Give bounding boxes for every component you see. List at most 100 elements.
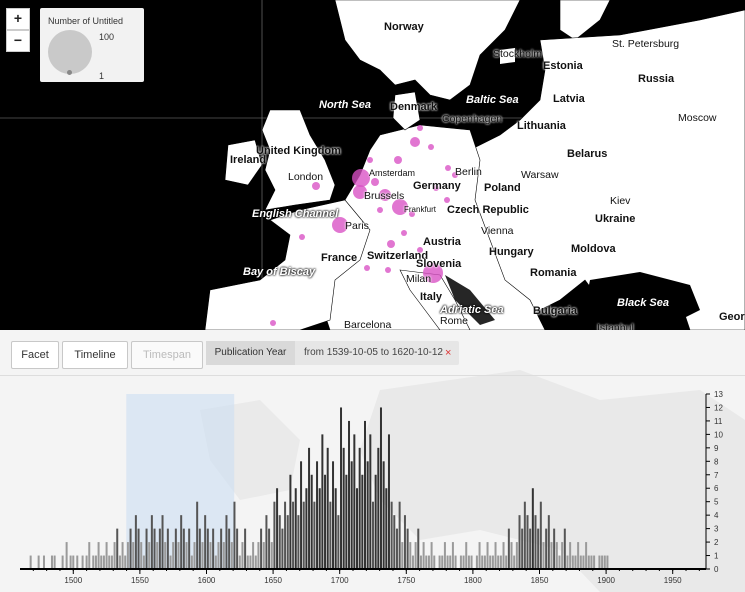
timeline-bar[interactable] — [105, 542, 108, 569]
timeline-bar[interactable] — [542, 542, 545, 569]
timeline-bar[interactable] — [222, 542, 225, 569]
timeline-bar[interactable] — [569, 542, 572, 569]
timeline-bar[interactable] — [281, 528, 284, 569]
timeline-bar[interactable] — [379, 407, 382, 569]
timeline-bar[interactable] — [209, 542, 212, 569]
timeline-bar[interactable] — [273, 501, 276, 569]
timeline-bar[interactable] — [387, 434, 390, 569]
timeline-bar[interactable] — [403, 515, 406, 569]
timeline-bar[interactable] — [433, 555, 436, 569]
map-bubble[interactable] — [433, 185, 439, 191]
timeline-bar[interactable] — [371, 501, 374, 569]
timeline-bar[interactable] — [438, 555, 441, 569]
timeline-bar[interactable] — [116, 528, 119, 569]
timeline-bar[interactable] — [478, 542, 481, 569]
timeline-bar[interactable] — [523, 501, 526, 569]
timeline-bar[interactable] — [121, 542, 124, 569]
timeline-bar[interactable] — [286, 515, 289, 569]
timeline-bar[interactable] — [545, 528, 548, 569]
map-bubble[interactable] — [401, 230, 407, 236]
map-bubble[interactable] — [299, 234, 305, 240]
timeline-bar[interactable] — [369, 434, 372, 569]
timeline-bar[interactable] — [185, 542, 188, 569]
timeline-bar[interactable] — [177, 542, 180, 569]
map-bubble[interactable] — [445, 165, 451, 171]
timeline-bar[interactable] — [497, 555, 500, 569]
timeline-bar[interactable] — [502, 542, 505, 569]
timeline-bar[interactable] — [454, 555, 457, 569]
timeline-bar[interactable] — [217, 542, 220, 569]
timeline-bar[interactable] — [350, 461, 353, 569]
timeline-bar[interactable] — [220, 528, 223, 569]
map-bubble[interactable] — [444, 197, 450, 203]
timeline-bar[interactable] — [353, 434, 356, 569]
timeline-bar[interactable] — [142, 555, 145, 569]
timeline-bar[interactable] — [593, 555, 596, 569]
map-bubble[interactable] — [367, 157, 373, 163]
timeline-bar[interactable] — [561, 542, 564, 569]
timeline-bar[interactable] — [318, 488, 321, 569]
timeline-bar[interactable] — [102, 555, 105, 569]
timeline-bar[interactable] — [278, 515, 281, 569]
timeline-bar[interactable] — [161, 515, 164, 569]
map-bubble[interactable] — [428, 144, 434, 150]
timeline-bar[interactable] — [140, 542, 143, 569]
timeline-bar[interactable] — [190, 555, 193, 569]
map-bubble[interactable] — [312, 182, 320, 190]
timeline-bar[interactable] — [356, 488, 359, 569]
timeline-bar[interactable] — [204, 515, 207, 569]
timeline-bar[interactable] — [531, 488, 534, 569]
timeline-bar[interactable] — [337, 515, 340, 569]
timeline-bar[interactable] — [92, 555, 95, 569]
timeline-bar[interactable] — [363, 420, 366, 569]
timeline-bar[interactable] — [446, 555, 449, 569]
timeline-bar[interactable] — [110, 555, 113, 569]
timeline-bar[interactable] — [342, 447, 345, 569]
timeline-bar[interactable] — [393, 515, 396, 569]
timeline-bar[interactable] — [395, 528, 398, 569]
timeline-bar[interactable] — [358, 447, 361, 569]
timeline-bar[interactable] — [169, 555, 172, 569]
timeline-bar[interactable] — [76, 555, 79, 569]
timeline-bar[interactable] — [236, 528, 239, 569]
map-bubble[interactable] — [352, 169, 370, 187]
timeline-bar[interactable] — [85, 555, 88, 569]
timeline-bar[interactable] — [97, 542, 100, 569]
timeline-bar[interactable] — [507, 528, 510, 569]
timeline-bar[interactable] — [582, 555, 585, 569]
timeline-bar[interactable] — [518, 515, 521, 569]
timeline-bar[interactable] — [65, 542, 68, 569]
map-bubble[interactable] — [409, 211, 415, 217]
timeline-bar[interactable] — [148, 542, 151, 569]
timeline-bar[interactable] — [534, 515, 537, 569]
map-bubble[interactable] — [364, 265, 370, 271]
map-bubble[interactable] — [385, 267, 391, 273]
timeline-bar[interactable] — [550, 542, 553, 569]
filter-remove-button[interactable]: × — [445, 347, 452, 359]
timeline-bar[interactable] — [94, 555, 97, 569]
timeline-bar[interactable] — [382, 461, 385, 569]
timeline-bar[interactable] — [252, 542, 255, 569]
timeline-bar[interactable] — [486, 542, 489, 569]
timeline-bar[interactable] — [537, 528, 540, 569]
timeline-bar[interactable] — [294, 488, 297, 569]
timeline-bar[interactable] — [212, 528, 215, 569]
timeline-bar[interactable] — [366, 461, 369, 569]
timeline-bar[interactable] — [198, 528, 201, 569]
timeline-bar[interactable] — [566, 555, 569, 569]
timeline-bar[interactable] — [124, 555, 127, 569]
timeline-bar[interactable] — [465, 542, 468, 569]
map-bubble[interactable] — [353, 185, 367, 199]
timeline-bar[interactable] — [329, 501, 332, 569]
timeline-bar[interactable] — [603, 555, 606, 569]
timeline-bar[interactable] — [470, 555, 473, 569]
map-bubble[interactable] — [387, 240, 395, 248]
timeline-bar[interactable] — [443, 542, 446, 569]
timeline-bar[interactable] — [398, 501, 401, 569]
timeline-bar[interactable] — [118, 555, 121, 569]
timeline-bar[interactable] — [132, 542, 135, 569]
timeline-bar[interactable] — [257, 542, 260, 569]
timeline-bar[interactable] — [334, 488, 337, 569]
timeline-bar[interactable] — [321, 434, 324, 569]
timeline-bar[interactable] — [515, 542, 518, 569]
